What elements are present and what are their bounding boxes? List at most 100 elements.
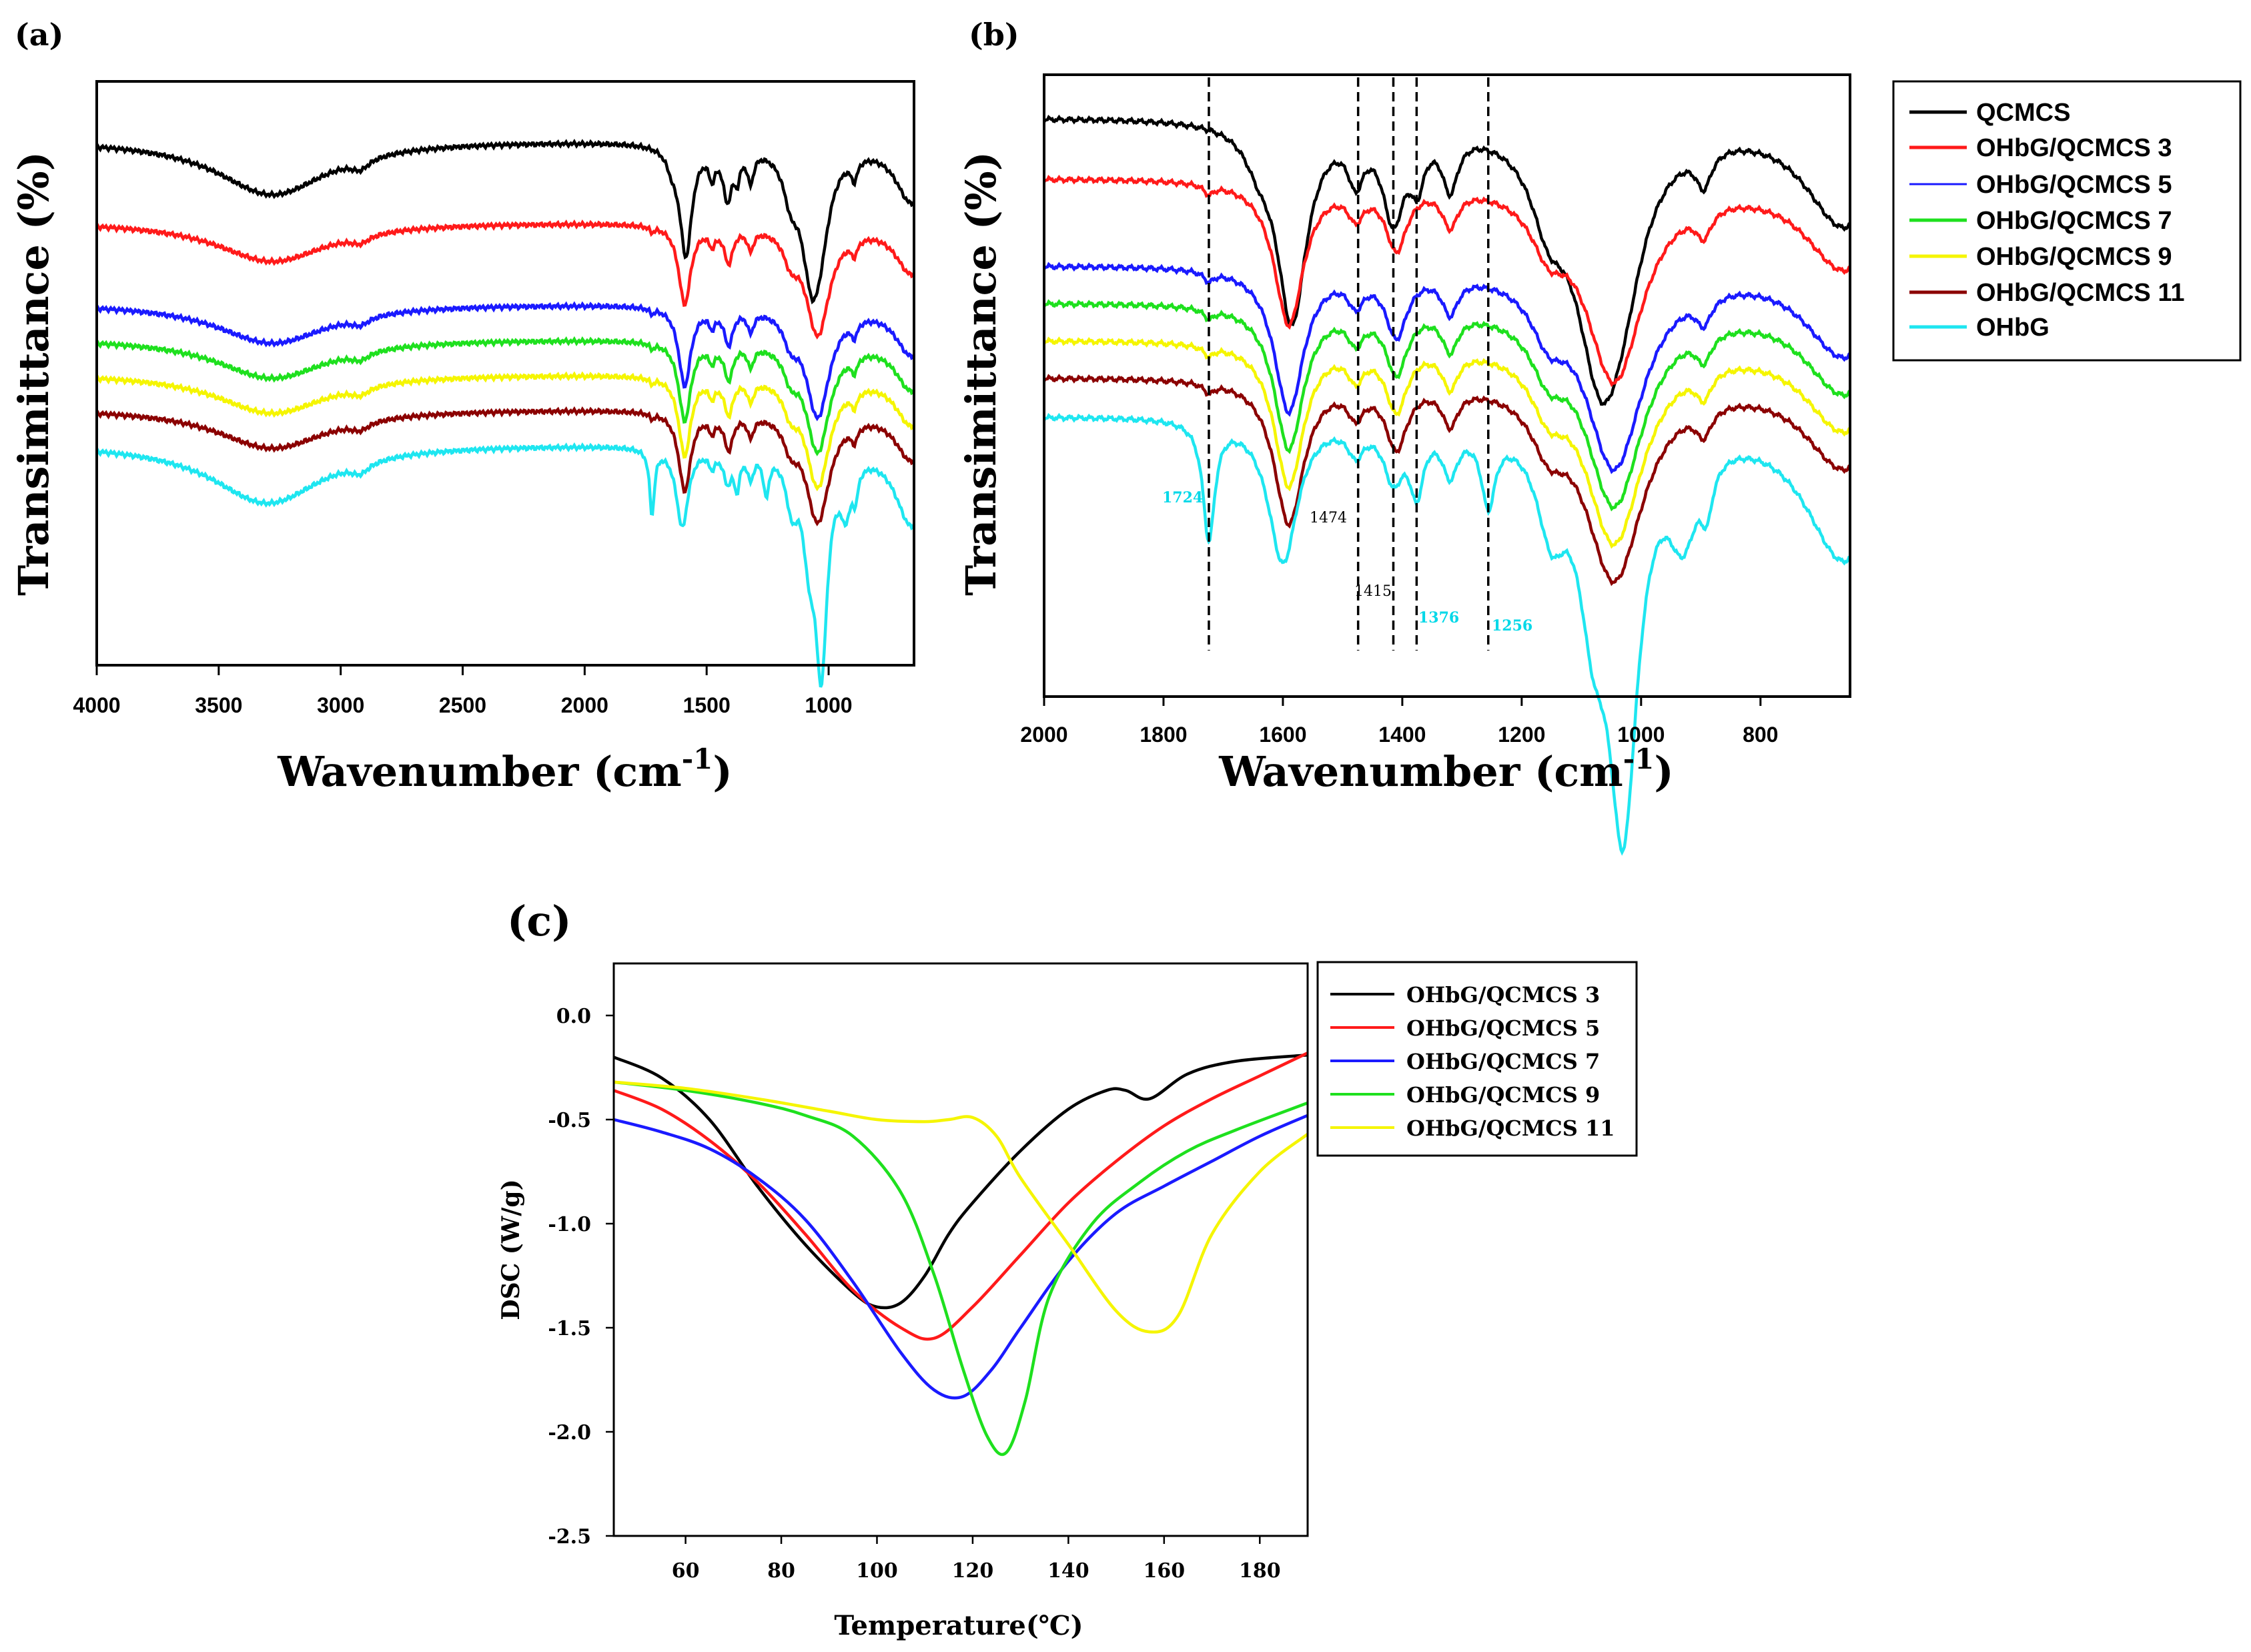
series-line-ohbg xyxy=(95,442,916,688)
y-tick-label: -1.0 xyxy=(548,1213,591,1236)
annotation-1256: 1256 xyxy=(1492,617,1532,635)
legend-item-ohbg-qcmcs-5: OHbG/QCMCS 5 xyxy=(1909,171,2172,199)
panel-a-x-axis-label-sup: -1 xyxy=(682,743,713,775)
legend-label: OHbG/QCMCS 9 xyxy=(1976,243,2172,271)
panel-a-x-axis-label: Wavenumber (cm-1) xyxy=(277,743,732,796)
legend-item-ohbg-qcmcs-3: OHbG/QCMCS 3 xyxy=(1330,982,1600,1007)
series-line-ohbg-qcmcs-9 xyxy=(1043,336,1851,549)
panel-c-legend: OHbG/QCMCS 3 OHbG/QCMCS 5 OHbG/QCMCS 7 O… xyxy=(1316,961,1638,1157)
x-tick-label: 3000 xyxy=(317,693,364,717)
annotation-1474: 1474 xyxy=(1310,510,1347,526)
dsc-line-ohbg-qcmcs-9 xyxy=(613,1080,1308,1457)
panel-b-x-axis-label-end: ) xyxy=(1654,747,1673,796)
y-tick-label: -2.5 xyxy=(548,1525,591,1549)
x-tick-label: 100 xyxy=(856,1559,898,1583)
legend-label: OHbG/QCMCS 7 xyxy=(1406,1049,1600,1074)
x-tick-label: 140 xyxy=(1047,1559,1089,1583)
legend-label: OHbG/QCMCS 9 xyxy=(1406,1082,1600,1108)
x-tick-label: 1000 xyxy=(805,693,852,717)
series-line-ohbg-qcmcs-3 xyxy=(95,219,916,340)
dsc-line-ohbg-qcmcs-11 xyxy=(613,1080,1309,1334)
x-tick-label: 1200 xyxy=(1498,723,1545,747)
legend-item-ohbg-qcmcs-11: OHbG/QCMCS 11 xyxy=(1909,279,2185,307)
panel-b-x-ticks: 2000 1800 1600 1400 1200 1000 800 xyxy=(1020,697,1778,747)
x-tick-label: 3500 xyxy=(195,693,242,717)
panel-b: (b) 2000 1800 1600 1400 1200 1000 800 1724 147… xyxy=(957,17,2242,856)
x-tick-label: 120 xyxy=(952,1559,994,1583)
series-line-ohbg-qcmcs-5 xyxy=(95,301,916,422)
panel-a-frame xyxy=(95,80,915,667)
panel-b-reference-lines xyxy=(1208,77,1490,651)
legend-item-ohbg-qcmcs-5: OHbG/QCMCS 5 xyxy=(1330,1015,1600,1041)
panel-b-x-axis-label-main: Wavenumber (cm xyxy=(1218,747,1623,796)
panel-a-plot-area xyxy=(95,139,916,688)
x-tick-label: 180 xyxy=(1239,1559,1281,1583)
legend-item-ohbg-qcmcs-3: OHbG/QCMCS 3 xyxy=(1909,134,2172,162)
annotation-1415: 1415 xyxy=(1354,583,1392,600)
y-tick-label: -0.5 xyxy=(548,1109,591,1132)
y-tick-label: -1.5 xyxy=(548,1317,591,1340)
x-tick-label: 1000 xyxy=(1617,723,1665,747)
legend-label: OHbG/QCMCS 5 xyxy=(1406,1015,1600,1041)
legend-item-ohbg: OHbG xyxy=(1909,314,2050,342)
x-tick-label: 4000 xyxy=(73,693,120,717)
y-tick-label: 0.0 xyxy=(556,1005,591,1028)
legend-label: QCMCS xyxy=(1976,99,2070,127)
legend-label: OHbG/QCMCS 3 xyxy=(1406,982,1600,1007)
legend-item-ohbg-qcmcs-11: OHbG/QCMCS 11 xyxy=(1330,1116,1615,1141)
panel-b-label: (b) xyxy=(969,17,1019,53)
x-tick-label: 160 xyxy=(1144,1559,1186,1583)
panel-c-x-axis-label: Temperature(℃) xyxy=(834,1610,1083,1641)
legend-item-qcmcs: QCMCS xyxy=(1909,99,2070,127)
legend-label: OHbG/QCMCS 11 xyxy=(1406,1116,1615,1141)
legend-label: OHbG/QCMCS 3 xyxy=(1976,134,2172,162)
panel-a-y-axis-label: Transimittance (%) xyxy=(9,151,58,596)
x-tick-label: 1600 xyxy=(1259,723,1306,747)
series-line-qcmcs xyxy=(1043,114,1851,406)
panel-b-y-axis-label: Transimittance (%) xyxy=(957,151,1005,596)
legend-item-ohbg-qcmcs-7: OHbG/QCMCS 7 xyxy=(1330,1049,1600,1074)
panel-a-x-axis-label-main: Wavenumber (cm xyxy=(277,747,681,796)
panel-b-frame xyxy=(1043,73,1851,698)
panel-b-x-axis-label: Wavenumber (cm-1) xyxy=(1218,743,1673,796)
series-line-ohbg-qcmcs-11 xyxy=(1043,374,1851,586)
y-tick-label: -2.0 xyxy=(548,1421,591,1444)
x-tick-label: 2000 xyxy=(1020,723,1067,747)
legend-item-ohbg-qcmcs-7: OHbG/QCMCS 7 xyxy=(1909,207,2172,235)
legend-item-ohbg-qcmcs-9: OHbG/QCMCS 9 xyxy=(1330,1082,1600,1108)
panel-c-plot-area xyxy=(613,1052,1309,1457)
annotation-1724: 1724 xyxy=(1162,489,1203,506)
annotation-1376: 1376 xyxy=(1418,609,1459,627)
panel-a: (a) 4000 3500 3000 2500 2000 1500 1000 Wavenum… xyxy=(9,17,916,796)
series-line-ohbg-qcmcs-3 xyxy=(1043,174,1851,388)
series-line-ohbg-qcmcs-11 xyxy=(95,406,916,526)
legend-label: OHbG/QCMCS 5 xyxy=(1976,171,2172,199)
series-line-ohbg xyxy=(1043,412,1851,856)
panel-c-x-ticks: 60 80 100 120 140 160 180 xyxy=(672,1536,1281,1583)
panel-a-label: (a) xyxy=(15,17,63,53)
legend-label: OHbG xyxy=(1976,314,2050,342)
x-tick-label: 1400 xyxy=(1378,723,1426,747)
series-line-ohbg-qcmcs-9 xyxy=(95,371,916,492)
x-tick-label: 1500 xyxy=(683,693,731,717)
panel-c-label: (c) xyxy=(507,897,571,945)
panel-c-y-axis-label: DSC (W/g) xyxy=(497,1179,525,1320)
x-tick-label: 800 xyxy=(1743,723,1778,747)
x-tick-label: 80 xyxy=(767,1559,795,1583)
series-line-ohbg-qcmcs-7 xyxy=(1043,299,1851,512)
panel-b-x-axis-label-sup: -1 xyxy=(1623,743,1655,775)
legend-label: OHbG/QCMCS 11 xyxy=(1976,279,2185,307)
panel-a-x-axis-label-end: ) xyxy=(713,747,732,796)
x-tick-label: 60 xyxy=(672,1559,700,1583)
panel-b-legend: QCMCS OHbG/QCMCS 3 OHbG/QCMCS 5 OHbG/QCM… xyxy=(1892,80,2242,362)
panel-c-frame xyxy=(612,962,1309,1537)
series-line-qcmcs xyxy=(95,139,916,305)
panel-c: (c) 60 80 100 120 140 160 180 0.0 -0.5 -1.0 -1.5 -… xyxy=(497,897,1638,1641)
panel-b-plot-area xyxy=(1043,114,1851,856)
legend-item-ohbg-qcmcs-9: OHbG/QCMCS 9 xyxy=(1909,243,2172,271)
x-tick-label: 2000 xyxy=(561,693,608,717)
x-tick-label: 2500 xyxy=(439,693,486,717)
series-line-ohbg-qcmcs-5 xyxy=(1043,262,1851,474)
legend-label: OHbG/QCMCS 7 xyxy=(1976,207,2172,235)
